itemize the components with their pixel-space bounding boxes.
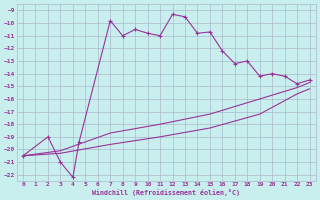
X-axis label: Windchill (Refroidissement éolien,°C): Windchill (Refroidissement éolien,°C) <box>92 189 240 196</box>
